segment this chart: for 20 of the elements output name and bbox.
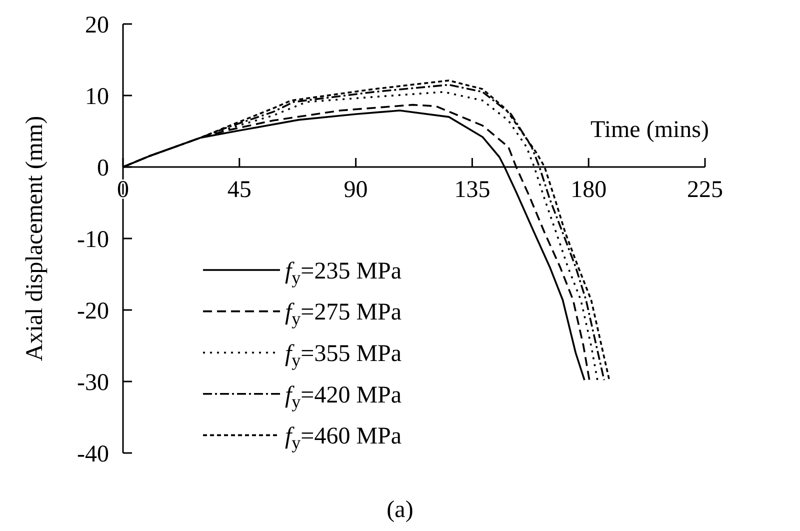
legend-label: f$_{y}$=235 MPa — [285, 258, 402, 288]
x-tick-label: 135 — [454, 177, 490, 203]
y-tick-label: 10 — [85, 84, 109, 110]
x-tick-label: 90 — [344, 177, 368, 203]
x-tick-label: 225 — [687, 177, 723, 203]
legend-label: f$_{y}$=460 MPa — [285, 424, 402, 453]
legend-label: f$_{y}$=355 MPa — [285, 341, 402, 370]
x-axis-title: Time (mins) — [590, 117, 709, 143]
legend-label: f$_{y}$=420 MPa — [285, 382, 402, 412]
y-tick-label: -30 — [77, 370, 109, 396]
y-axis-title: Axial displacement (mm) — [22, 116, 48, 362]
y-tick-label: 0 — [97, 155, 109, 182]
y-tick-label: 20 — [85, 12, 109, 38]
y-tick-label: -20 — [77, 298, 109, 324]
y-tick-label: -10 — [77, 226, 109, 253]
legend-label: f$_{y}$=275 MPa — [285, 300, 402, 330]
text: (a) — [386, 497, 414, 523]
x-tick-label: 180 — [570, 177, 607, 203]
x-tick-label: 45 — [227, 177, 252, 203]
y-tick-label: -40 — [77, 441, 109, 468]
